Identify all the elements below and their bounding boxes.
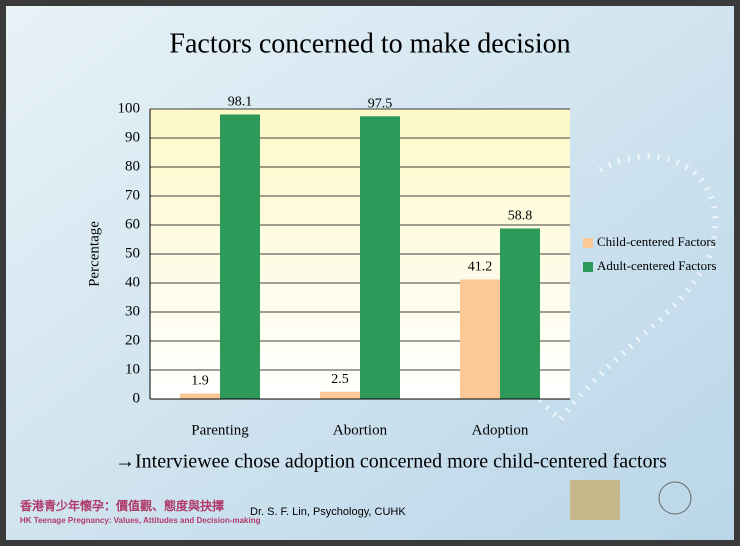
y-tick-label: 50 bbox=[125, 245, 140, 261]
value-label: 2.5 bbox=[331, 372, 349, 387]
value-label: 41.2 bbox=[468, 260, 493, 275]
legend-label: Child-centered Factors bbox=[597, 234, 716, 249]
x-tick-label: Parenting bbox=[191, 422, 249, 438]
bar bbox=[360, 116, 400, 399]
y-tick-label: 40 bbox=[125, 274, 140, 290]
value-label: 58.8 bbox=[508, 209, 533, 224]
y-tick-label: 20 bbox=[125, 332, 140, 348]
footer-project-zh: 香港青少年懷孕：價值觀、態度與抉擇 bbox=[19, 498, 224, 513]
y-tick-label: 100 bbox=[118, 100, 141, 116]
x-tick-label: Adoption bbox=[472, 422, 529, 438]
legend-swatch bbox=[583, 262, 593, 272]
bar bbox=[460, 279, 500, 399]
value-label: 97.5 bbox=[368, 96, 393, 111]
chart-title: Factors concerned to make decision bbox=[169, 28, 570, 59]
y-tick-label: 80 bbox=[125, 158, 140, 174]
y-tick-label: 30 bbox=[125, 303, 140, 319]
legend-swatch bbox=[583, 238, 593, 248]
y-axis-label: Percentage bbox=[86, 221, 102, 287]
y-tick-label: 60 bbox=[125, 216, 140, 232]
bar bbox=[320, 391, 360, 399]
bar bbox=[500, 228, 540, 399]
value-label: 98.1 bbox=[228, 95, 253, 110]
x-tick-label: Abortion bbox=[333, 422, 388, 438]
footer-credit: Dr. S. F. Lin, Psychology, CUHK bbox=[250, 506, 406, 518]
bar bbox=[180, 393, 220, 399]
y-tick-label: 70 bbox=[125, 187, 140, 203]
value-label: 1.9 bbox=[191, 374, 209, 389]
bar bbox=[220, 114, 260, 399]
footer-project-en: HK Teenage Pregnancy: Values, Attitudes … bbox=[20, 516, 261, 525]
y-tick-label: 10 bbox=[125, 361, 140, 377]
y-tick-label: 0 bbox=[133, 390, 141, 406]
y-tick-label: 90 bbox=[125, 129, 140, 145]
note: →Interviewee chose adoption concerned mo… bbox=[115, 451, 667, 473]
logo bbox=[570, 480, 620, 520]
legend-label: Adult-centered Factors bbox=[597, 258, 716, 273]
logo bbox=[658, 481, 692, 515]
